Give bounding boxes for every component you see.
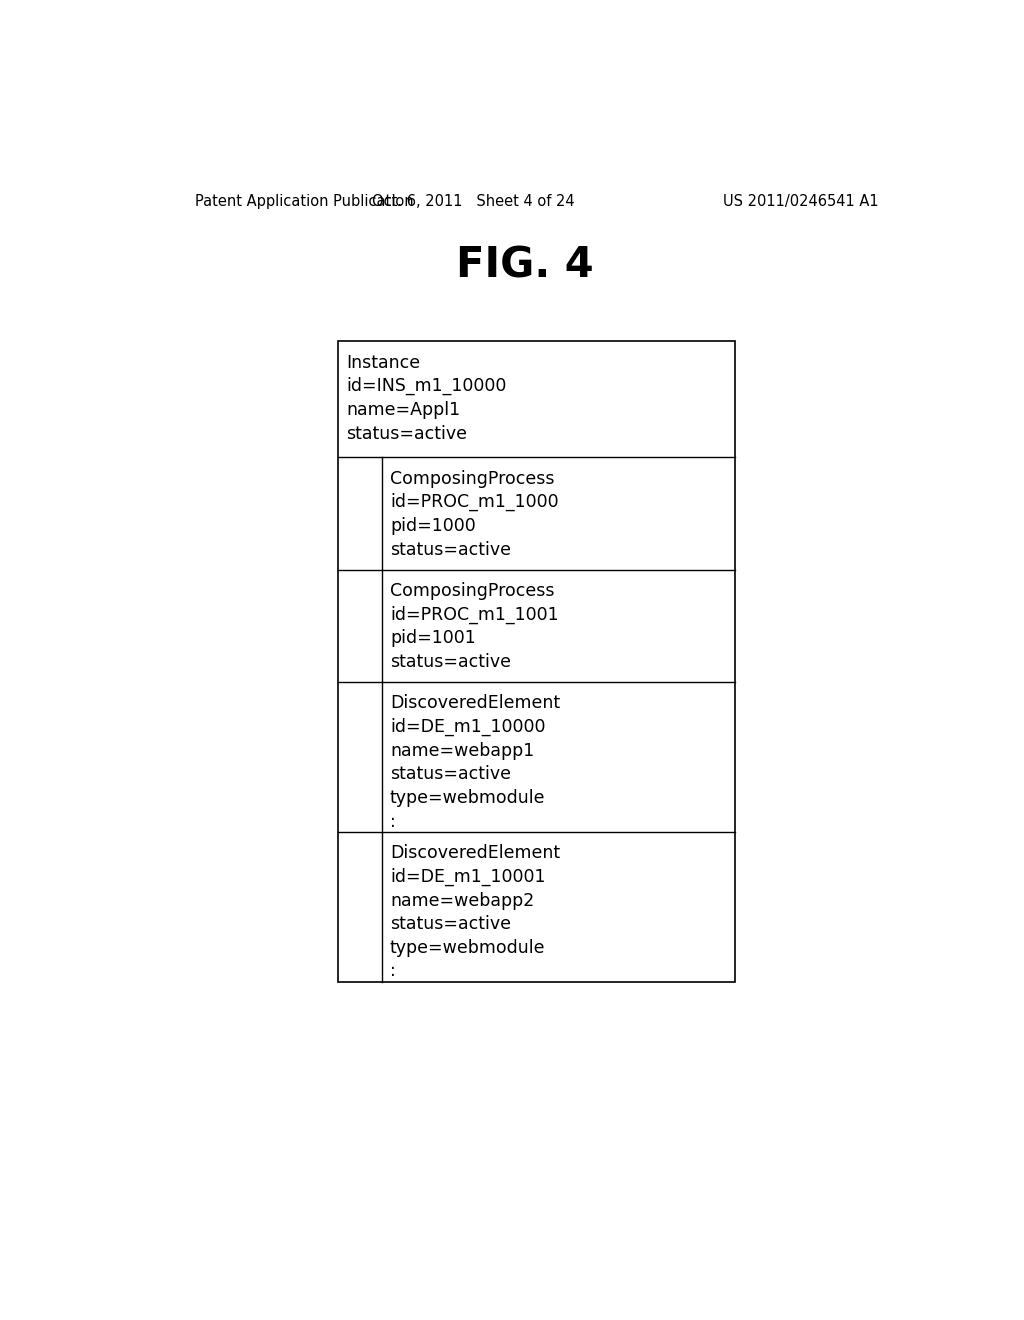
Text: Oct. 6, 2011   Sheet 4 of 24: Oct. 6, 2011 Sheet 4 of 24 [372, 194, 574, 209]
Text: Patent Application Publication: Patent Application Publication [196, 194, 414, 209]
Text: DiscoveredElement
id=DE_m1_10001
name=webapp2
status=active
type=webmodule
:: DiscoveredElement id=DE_m1_10001 name=we… [390, 843, 560, 981]
Text: ComposingProcess
id=PROC_m1_1001
pid=1001
status=active: ComposingProcess id=PROC_m1_1001 pid=100… [390, 582, 558, 671]
Text: DiscoveredElement
id=DE_m1_10000
name=webapp1
status=active
type=webmodule
:: DiscoveredElement id=DE_m1_10000 name=we… [390, 694, 560, 830]
Text: US 2011/0246541 A1: US 2011/0246541 A1 [723, 194, 879, 209]
Text: Instance
id=INS_m1_10000
name=Appl1
status=active: Instance id=INS_m1_10000 name=Appl1 stat… [346, 354, 507, 442]
Text: ComposingProcess
id=PROC_m1_1000
pid=1000
status=active: ComposingProcess id=PROC_m1_1000 pid=100… [390, 470, 558, 558]
Text: FIG. 4: FIG. 4 [456, 244, 594, 286]
Bar [338, 342, 735, 982]
